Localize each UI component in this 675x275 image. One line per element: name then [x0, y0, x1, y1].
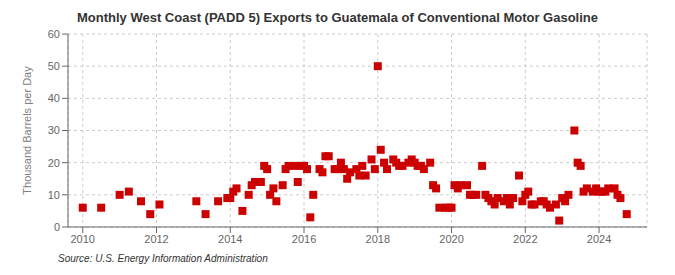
svg-text:2018: 2018: [366, 233, 390, 245]
svg-text:2020: 2020: [439, 233, 463, 245]
svg-text:0: 0: [54, 221, 60, 233]
svg-text:2014: 2014: [218, 233, 242, 245]
svg-text:2010: 2010: [71, 233, 95, 245]
svg-text:10: 10: [48, 189, 60, 201]
svg-text:2024: 2024: [587, 233, 611, 245]
svg-text:2012: 2012: [144, 233, 168, 245]
svg-text:50: 50: [48, 60, 60, 72]
html-text:Monthly West Coast (PADD 5) Ex: Monthly West Coast (PADD 5) Exports to G…: [77, 10, 598, 25]
svg-text:2016: 2016: [292, 233, 316, 245]
svg-text:60: 60: [48, 28, 60, 40]
svg-text:2022: 2022: [513, 233, 537, 245]
svg-text:40: 40: [48, 92, 60, 104]
svg-text:20: 20: [48, 157, 60, 169]
svg-text:30: 30: [48, 124, 60, 136]
html-text:Source: U.S. Energy Informatio: Source: U.S. Energy Information Administ…: [58, 253, 268, 264]
svg-text:Thousand Barrels per Day: Thousand Barrels per Day: [21, 66, 33, 195]
